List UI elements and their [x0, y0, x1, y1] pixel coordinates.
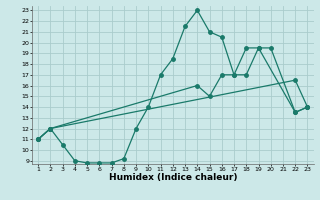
- X-axis label: Humidex (Indice chaleur): Humidex (Indice chaleur): [108, 173, 237, 182]
